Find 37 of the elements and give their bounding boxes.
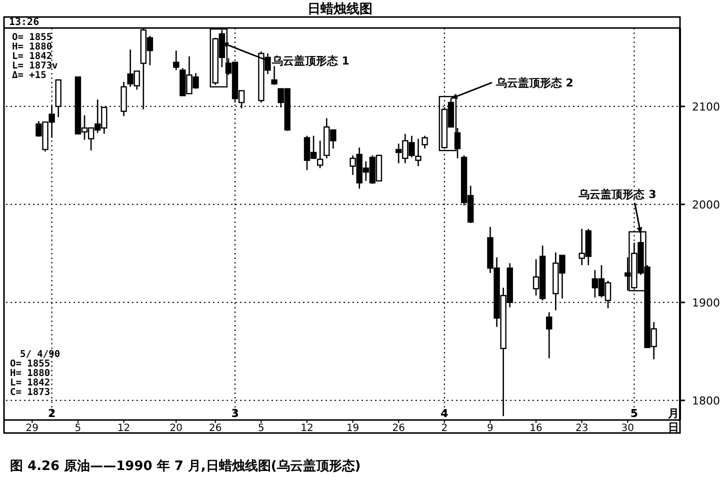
x-tick-label: 19 (346, 423, 360, 434)
x-tick-label: 12 (300, 423, 314, 434)
annotation: 13:26 (9, 17, 40, 28)
x-tick-label: 30 (621, 423, 634, 434)
ref-line-label: 5 (630, 407, 638, 420)
candlestick (422, 135, 428, 150)
x-tick-label: 26 (209, 423, 222, 434)
annotation: 月 (667, 407, 679, 420)
x-tick-label: 20 (170, 423, 183, 434)
ref-line-label: 4 (440, 407, 449, 420)
y-tick-label: 2000 (692, 198, 720, 212)
y-tick-label: 1800 (692, 394, 720, 408)
annotation: 乌云盖顶形态 2 (494, 76, 574, 90)
x-tick-label: 26 (392, 423, 405, 434)
candlestick (173, 50, 180, 71)
candlestick (271, 66, 278, 86)
y-tick-label: 1900 (692, 296, 720, 310)
x-tick-label: 2 (441, 423, 448, 434)
annotation: 5/ 4/90 O= 1855 H= 1880 L= 1842 C= 1873 (10, 349, 60, 398)
x-tick-label: 16 (530, 423, 542, 434)
x-tick-label: 29 (26, 423, 39, 434)
ref-line-label: 3 (231, 407, 239, 420)
annotation: 乌云盖顶形态 3 (578, 188, 656, 201)
x-tick-label: 5 (74, 423, 82, 434)
chart-title: 日蜡烛线图 (308, 1, 372, 17)
y-tick-label: 2100 (692, 100, 720, 114)
x-tick-label: 9 (487, 423, 494, 434)
annotation: 乌云盖顶形态 1 (270, 54, 350, 68)
x-tick-label: 12 (117, 423, 130, 434)
x-tick-label: 5 (258, 423, 264, 434)
candlestick (546, 312, 552, 359)
x-tick-label: 23 (575, 423, 588, 434)
caption: 图 4.26 原油——1990 年 7 月,日蜡烛线图(乌云盖顶形态) (10, 458, 361, 474)
text: 日 (668, 421, 679, 434)
ref-line-label: 2 (48, 407, 56, 420)
candlestick (415, 138, 422, 167)
annotation: O= 1855 H= 1880 L= 1842 L= 1873v Δ= +15 (12, 32, 58, 81)
